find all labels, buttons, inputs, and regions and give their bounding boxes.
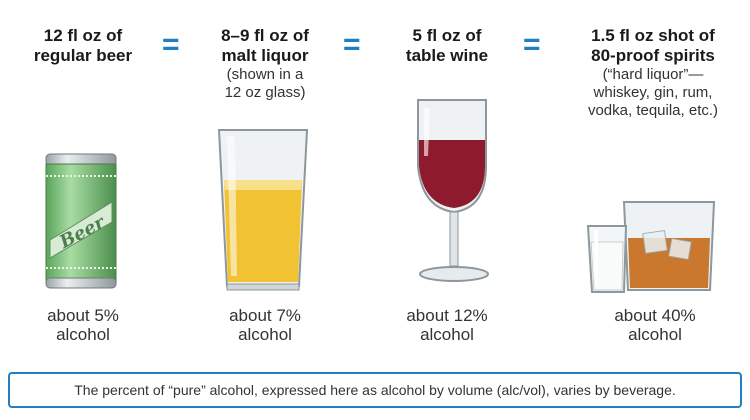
beer-title-line-2: regular beer [33,46,133,65]
malt-title-line-1: 8–9 fl oz of [221,26,309,45]
equals-sign-1: = [162,28,180,61]
drink-wine: 5 fl oz of table wine [372,0,522,66]
wine-percent: about 12% alcohol [372,306,522,344]
spirits-note: (“hard liquor”— whiskey, gin, rum, vodka… [558,66,748,120]
malt-title-line-2: malt liquor [221,46,309,65]
equals-sign-2: = [343,28,361,61]
malt-percent-line-1: about 7% [229,306,301,325]
wine-title-line-1: 5 fl oz of [412,26,482,45]
wine-glass-icon [417,99,489,282]
beer-title-line-1: 12 fl oz of [43,26,123,45]
wine-percent-line-2: alcohol [420,325,474,344]
beer-percent: about 5% alcohol [8,306,158,344]
drink-spirits: 1.5 fl oz shot of 80-proof spirits (“har… [558,0,748,120]
malt-percent: about 7% alcohol [190,306,340,344]
malt-note-line-2: 12 oz glass) [224,84,306,101]
drink-beer: 12 fl oz of regular beer [8,0,158,66]
spirits-percent-line-2: alcohol [628,325,682,344]
beer-percent-line-2: alcohol [56,325,110,344]
malt-percent-line-2: alcohol [238,325,292,344]
malt-note: (shown in a 12 oz glass) [190,66,340,102]
wine-percent-line-1: about 12% [406,306,488,325]
drink-malt-liquor: 8–9 fl oz of malt liquor (shown in a 12 … [190,0,340,102]
spirits-note-line-2: whiskey, gin, rum, [593,84,713,101]
malt-note-line-1: (shown in a [226,66,304,83]
spirits-title-line-1: 1.5 fl oz shot of [591,26,715,45]
spirits-note-line-3: vodka, tequila, etc.) [587,102,719,119]
beer-can-icon: Beer [45,153,117,289]
wine-title-line-2: table wine [405,46,489,65]
equals-sign-3: = [523,28,541,61]
malt-title: 8–9 fl oz of malt liquor [190,26,340,66]
malt-liquor-glass-icon [217,129,309,291]
beer-title: 12 fl oz of regular beer [8,26,158,66]
spirits-title: 1.5 fl oz shot of 80-proof spirits [558,26,748,66]
spirits-percent: about 40% alcohol [570,306,740,344]
footer-note: The percent of “pure” alcohol, expressed… [8,372,742,408]
spirits-note-line-1: (“hard liquor”— [602,66,704,83]
spirits-percent-line-1: about 40% [614,306,696,325]
spirits-title-line-2: 80-proof spirits [591,46,715,65]
spirits-glasses-icon [586,201,716,293]
beer-percent-line-1: about 5% [47,306,119,325]
wine-title: 5 fl oz of table wine [372,26,522,66]
